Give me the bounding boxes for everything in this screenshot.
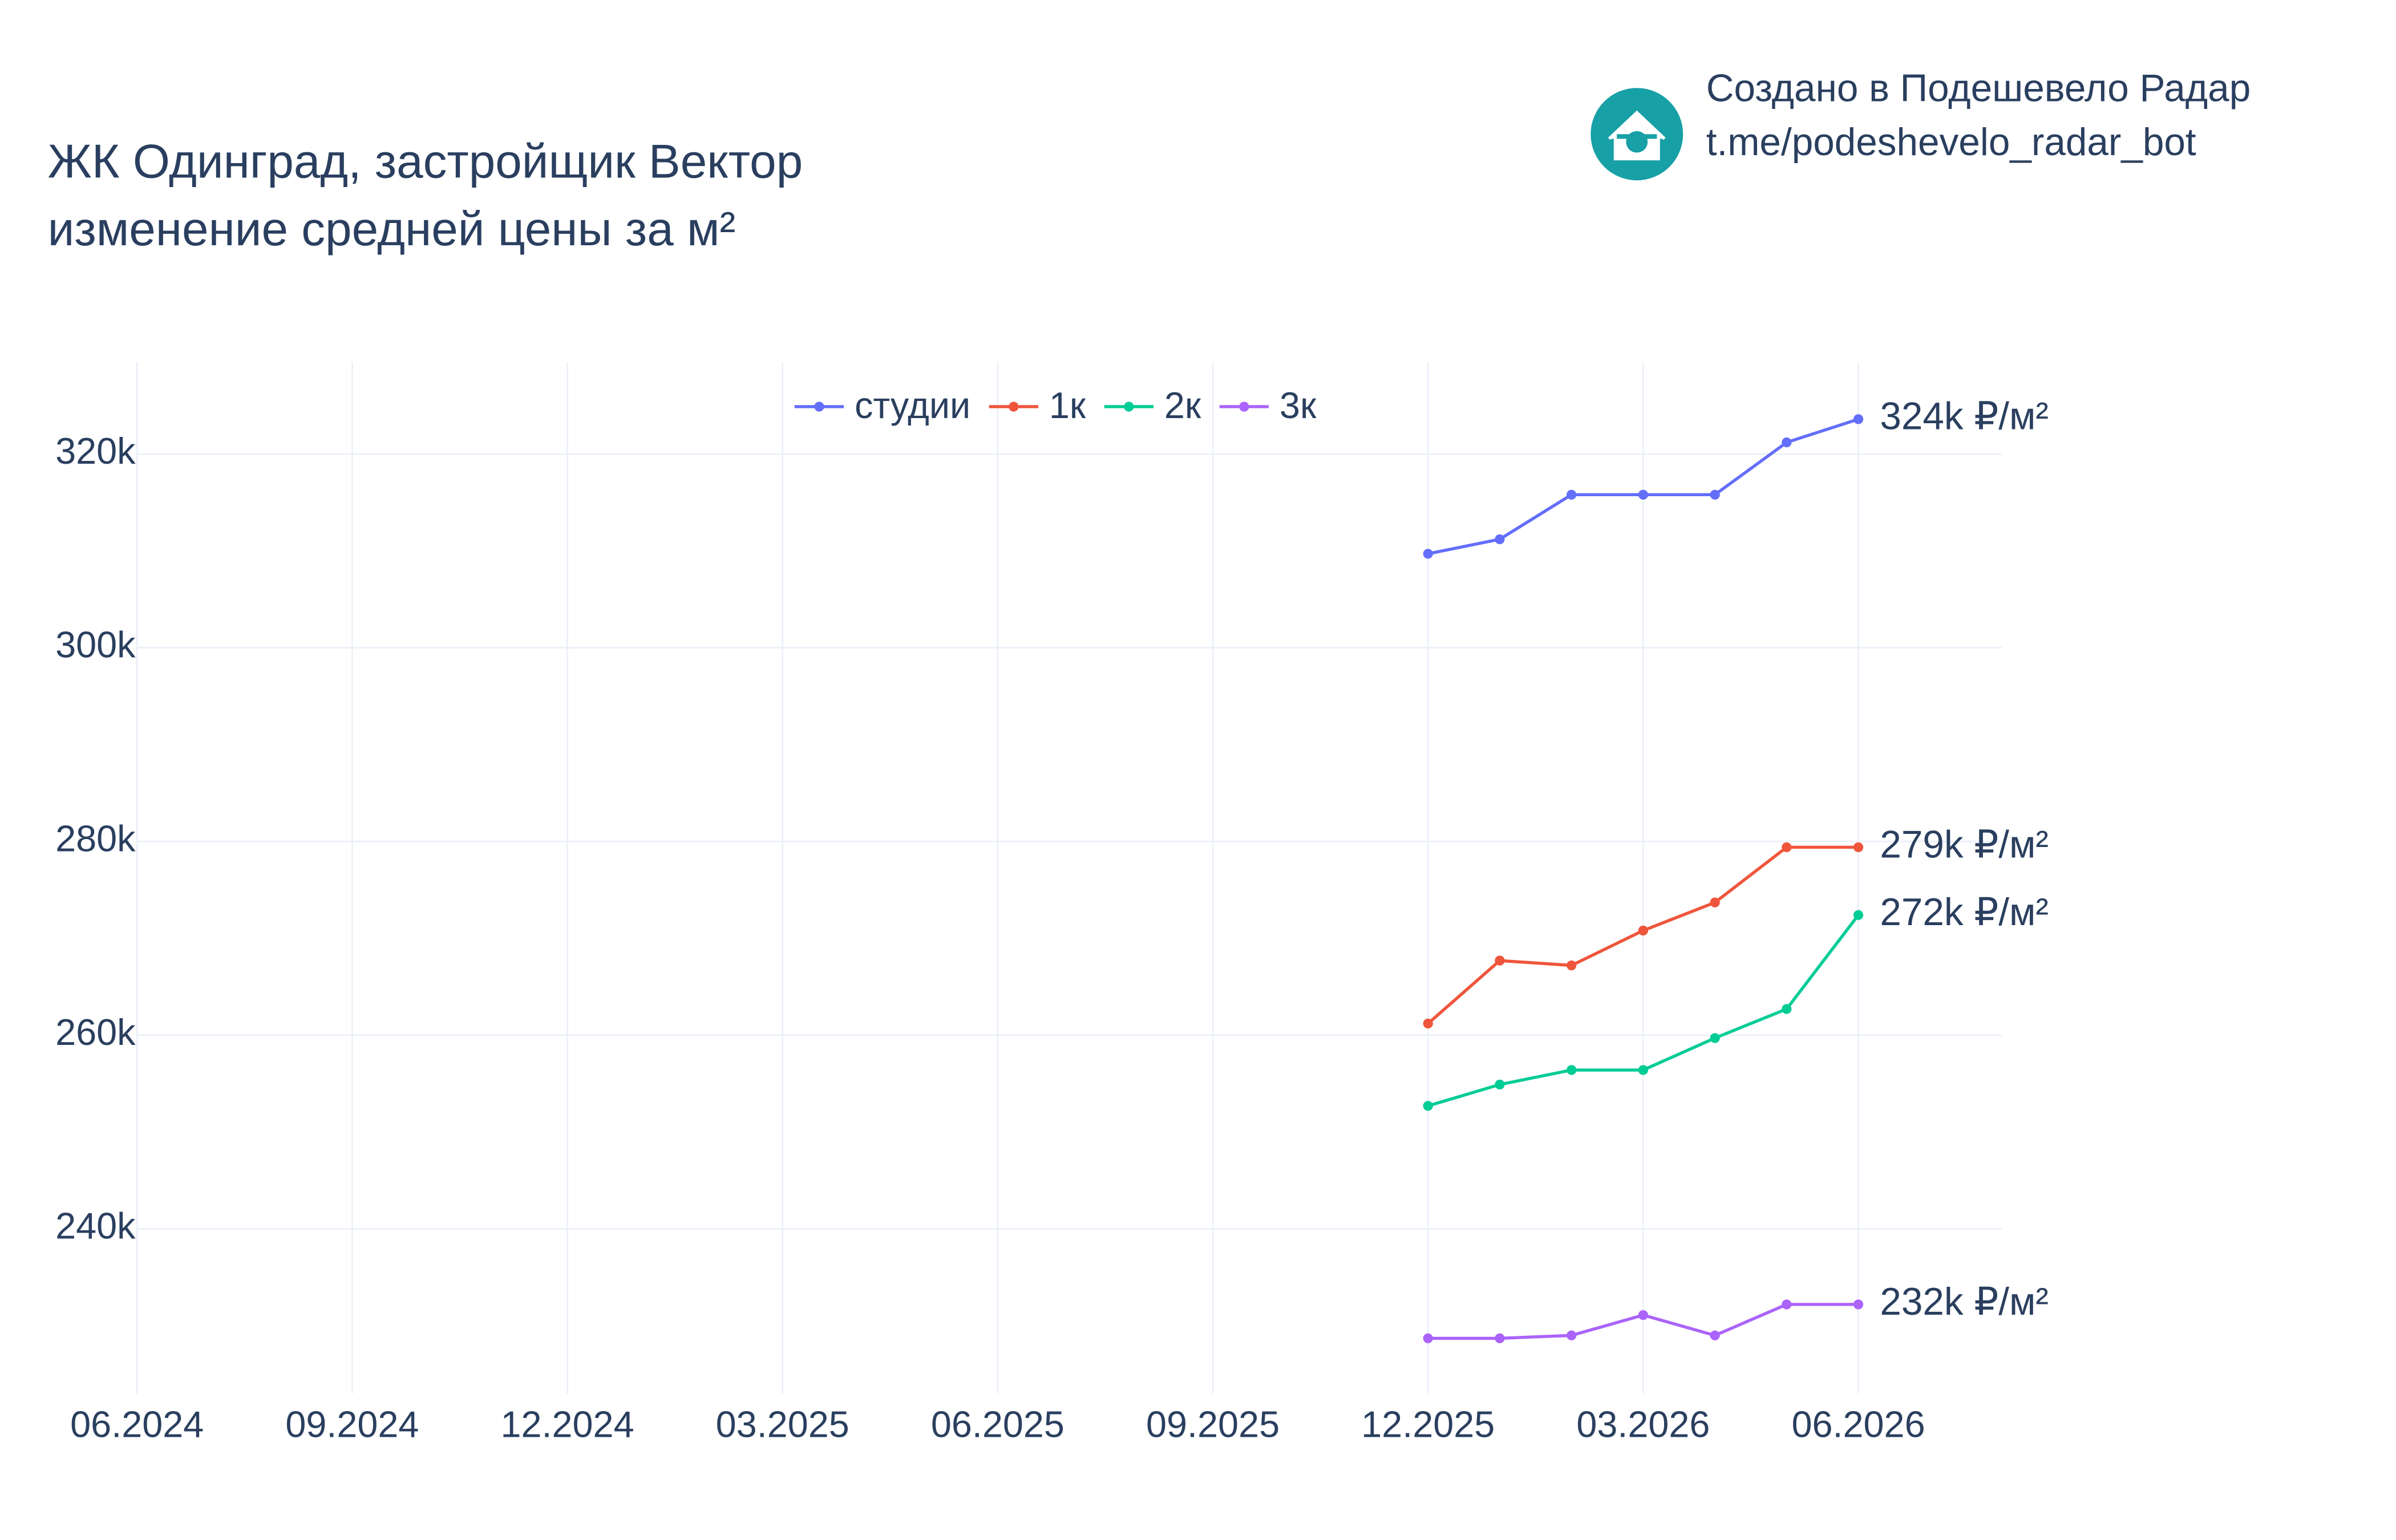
brand-logo [1590,88,1683,181]
value-label: 324k ₽/м² [1880,395,2049,438]
point [1638,925,1649,936]
brand-name: Создано в Подешевело Радар [1706,67,2251,110]
point [1853,842,1864,853]
legend-label: 2к [1164,384,1201,426]
x-tick-label: 09.2025 [1146,1404,1280,1445]
point [1638,489,1649,500]
x-tick-label: 03.2025 [716,1404,849,1445]
point [1495,534,1505,545]
x-tick-label: 06.2025 [931,1404,1065,1445]
point [1853,910,1864,920]
legend-swatch-point [1124,402,1134,412]
point [1495,1079,1505,1090]
point [1853,414,1864,424]
point [1495,1333,1505,1344]
legend-label: студии [855,384,970,426]
x-tick-label: 09.2024 [285,1404,419,1445]
point [1567,489,1577,500]
legend-swatch-point [1239,402,1249,412]
point [1782,1299,1792,1310]
x-tick-label: 06.2024 [70,1404,204,1445]
x-tick-label: 06.2026 [1791,1404,1925,1445]
point [1423,1333,1433,1344]
point [1710,897,1720,907]
y-tick-label: 280k [55,817,136,859]
y-tick-label: 300k [55,624,136,666]
point [1423,1101,1433,1111]
point [1567,960,1577,971]
legend-label: 3к [1280,384,1317,426]
point [1853,1299,1864,1310]
legend-swatch-point [814,402,824,412]
point [1638,1310,1649,1320]
legend-item: 2к [1104,384,1201,426]
chart-subtitle: изменение средней цены за м² [48,202,736,256]
value-label: 232k ₽/м² [1880,1280,2049,1323]
chart-title: ЖК Одинград, застройщик Вектор [48,134,803,188]
point [1782,437,1792,448]
value-label: 279k ₽/м² [1880,823,2049,866]
y-tick-label: 240k [55,1205,136,1247]
x-tick-label: 03.2026 [1576,1404,1710,1445]
brand-link[interactable]: t.me/podeshevelo_radar_bot [1706,121,2196,164]
x-tick-label: 12.2025 [1361,1404,1495,1445]
y-tick-label: 260k [55,1011,136,1053]
x-tick-label: 12.2024 [500,1404,634,1445]
point [1782,842,1792,853]
point [1423,1018,1433,1029]
point [1423,549,1433,559]
legend-label: 1к [1049,384,1086,426]
point [1710,1033,1720,1043]
legend-swatch-point [1009,402,1019,412]
y-tick-label: 320k [55,430,136,472]
point [1638,1065,1649,1075]
legend-item: 3к [1219,384,1317,426]
legend-item: 1к [989,384,1086,426]
point [1710,489,1720,500]
point [1567,1330,1577,1340]
legend-item: студии [794,384,970,426]
point [1782,1004,1792,1014]
point [1495,955,1505,966]
value-label: 272k ₽/м² [1880,891,2049,934]
point [1710,1330,1720,1340]
point [1567,1065,1577,1075]
